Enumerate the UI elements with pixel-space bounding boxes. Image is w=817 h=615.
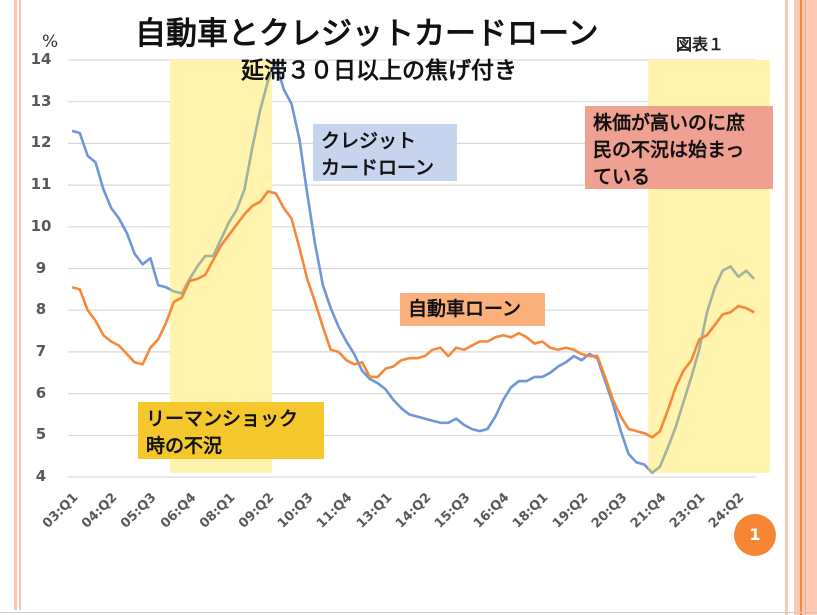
slide-border-left-outer — [14, 0, 17, 610]
y-tick-label: 12 — [30, 133, 52, 152]
callout-credit-card: クレジット カードローン — [313, 124, 457, 181]
callout-lehman-line-1: リーマンショック — [146, 408, 299, 430]
slide-border-left-inner — [19, 0, 21, 610]
y-tick-label: 13 — [30, 91, 52, 110]
y-tick-label: 6 — [35, 383, 47, 402]
chart-title: 自動車とクレジットカードローン — [135, 16, 599, 52]
callout-lehman-shock: リーマンショック 時の不況 — [138, 402, 324, 459]
callout-auto-loan: 自動車ローン — [400, 293, 545, 326]
slide-border-right-line — [800, 0, 802, 615]
callout-stocks-line-2: 民の不況は始まっ — [593, 139, 745, 161]
slide-border-right-gap — [788, 0, 794, 615]
y-tick-label: 5 — [35, 425, 47, 444]
callout-stocks-high: 株価が高いのに庶 民の不況は始まっ ている — [585, 106, 773, 189]
series-auto-loan — [71, 190, 755, 439]
y-tick-label: 4 — [35, 467, 47, 485]
series-credit-card-tinted — [170, 68, 756, 475]
y-tick-label: 11 — [30, 175, 52, 194]
callout-credit-line-2: カードローン — [321, 157, 435, 179]
callout-stocks-line-3: ている — [593, 166, 651, 188]
line-credit-card-tinted-1 — [170, 68, 272, 295]
y-tick-label: 7 — [35, 341, 47, 360]
callout-stocks-line-1: 株価が高いのに庶 — [593, 112, 746, 134]
figure-label: 図表１ — [676, 35, 725, 54]
y-tick-label: 10 — [30, 216, 52, 235]
callout-lehman-line-2: 時の不況 — [146, 435, 223, 457]
chart-subtitle: 延滞３０日以上の焦げ付き — [241, 58, 517, 84]
slide-bottom-edge — [0, 612, 817, 613]
y-axis-unit: % — [42, 32, 59, 52]
y-tick-label: 9 — [35, 258, 47, 277]
slide-border-right-line-thin — [805, 0, 806, 615]
y-tick-label: 8 — [35, 300, 47, 319]
line-auto-loan — [71, 190, 755, 439]
y-tick-label: 14 — [30, 50, 52, 68]
callout-auto-text: 自動車ローン — [408, 298, 522, 320]
page-number-badge: 1 — [734, 514, 776, 556]
callout-credit-line-1: クレジット — [321, 130, 417, 152]
